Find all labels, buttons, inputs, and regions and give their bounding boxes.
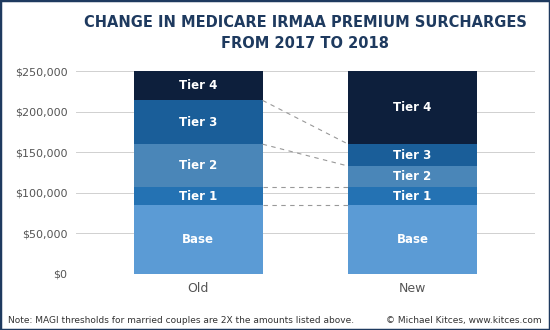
Text: Tier 1: Tier 1 — [179, 189, 217, 203]
Bar — [348, 205, 477, 274]
Text: Note: MAGI thresholds for married couples are 2X the amounts listed above.: Note: MAGI thresholds for married couple… — [8, 316, 354, 325]
Text: Tier 2: Tier 2 — [179, 159, 217, 172]
Text: Base: Base — [397, 233, 428, 246]
Bar — [134, 205, 263, 274]
Bar — [134, 144, 263, 187]
Text: Tier 1: Tier 1 — [393, 189, 432, 203]
Bar — [348, 166, 477, 187]
Text: Tier 4: Tier 4 — [179, 79, 218, 92]
Bar — [134, 71, 263, 100]
Title: CHANGE IN MEDICARE IRMAA PREMIUM SURCHARGES
FROM 2017 TO 2018: CHANGE IN MEDICARE IRMAA PREMIUM SURCHAR… — [84, 15, 527, 51]
Text: Tier 3: Tier 3 — [179, 116, 217, 129]
Bar — [348, 144, 477, 166]
Text: Tier 3: Tier 3 — [393, 148, 432, 162]
Text: Base: Base — [183, 233, 215, 246]
Bar — [348, 187, 477, 205]
Bar — [134, 187, 263, 205]
Text: Tier 2: Tier 2 — [393, 170, 432, 183]
Text: Tier 4: Tier 4 — [393, 101, 432, 114]
Bar — [348, 71, 477, 144]
Bar — [134, 100, 263, 144]
Text: © Michael Kitces, www.kitces.com: © Michael Kitces, www.kitces.com — [386, 316, 542, 325]
